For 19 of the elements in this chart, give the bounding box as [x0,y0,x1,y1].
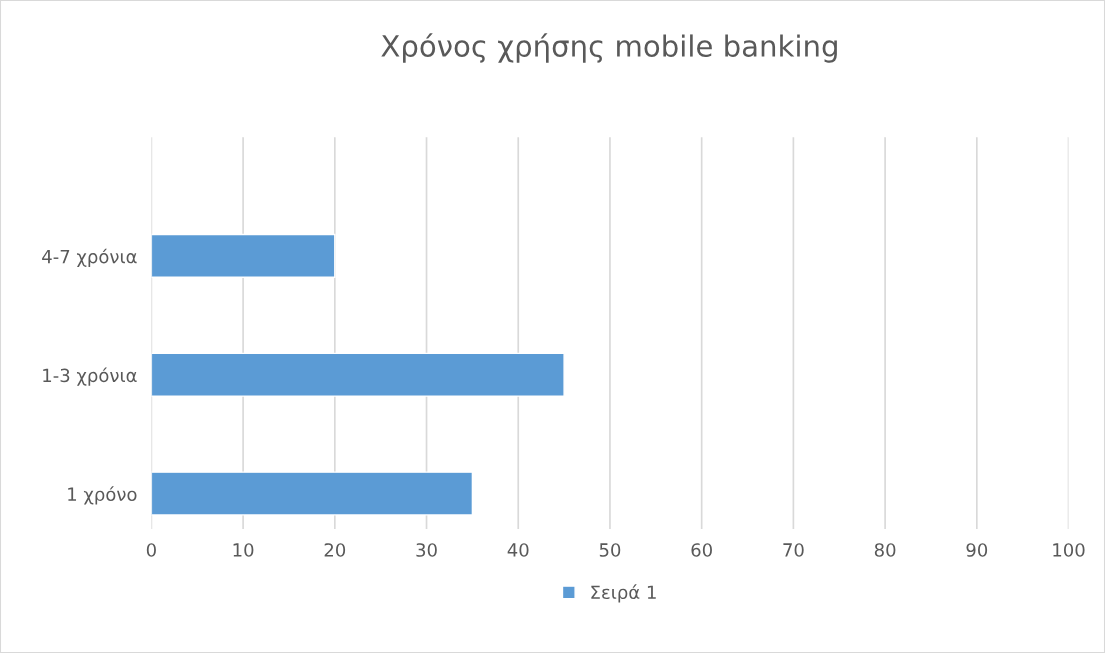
x-tick-label: 60 [691,543,712,557]
bar [151,471,474,516]
chart-title: Χρόνος χρήσης mobile banking [381,33,837,63]
x-tick-label: 70 [783,543,804,557]
y-tick-label: 1-3 χρόνια [43,367,137,386]
legend-label: Σειρά 1 [591,584,656,603]
x-tick-label: 0 [146,543,156,557]
x-tick-label: 80 [874,543,896,557]
x-tick-label: 40 [507,543,529,557]
x-tick-label: 50 [599,543,621,557]
x-tick-label: 10 [233,543,254,557]
x-tick-label: 100 [1053,543,1085,557]
bar [151,233,336,279]
x-tick-label: 20 [324,543,346,557]
y-tick-label: 1 χρόνο [68,486,137,505]
y-tick-label: 4-7 χρόνια [42,248,137,267]
bar [151,352,565,397]
x-tick-label: 30 [416,543,437,557]
x-tick-label: 90 [966,543,988,557]
